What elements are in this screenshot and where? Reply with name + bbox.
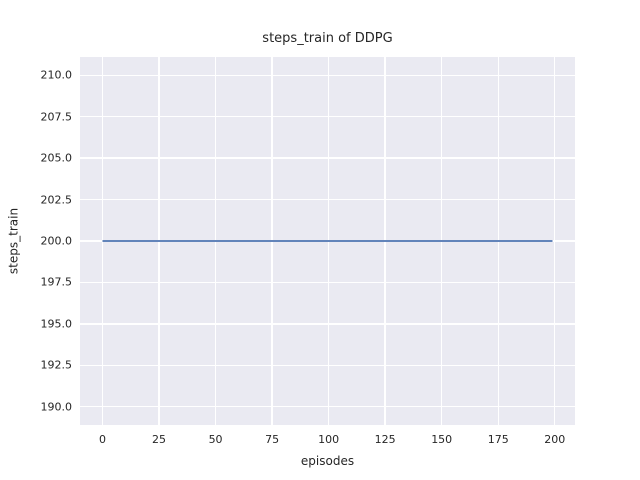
gridline-horizontal <box>80 281 575 284</box>
gridline-horizontal <box>80 74 575 76</box>
x-tick-label: 125 <box>374 433 396 446</box>
y-tick-label: 200.0 <box>40 234 73 248</box>
y-tick-label: 207.5 <box>40 110 73 124</box>
x-tick-label: 175 <box>487 433 509 446</box>
y-tick-label: 192.5 <box>40 358 73 372</box>
gridline-horizontal <box>80 364 575 366</box>
y-tick-label: 210.0 <box>40 68 73 82</box>
y-tick-label: 205.0 <box>40 151 73 165</box>
chart-title: steps_train of DDPG <box>262 31 393 46</box>
x-tick-label: 100 <box>318 433 340 446</box>
y-tick-label: 197.5 <box>40 275 73 289</box>
y-tick-label: 202.5 <box>40 193 73 207</box>
gridline-horizontal <box>80 406 575 408</box>
gridline-horizontal <box>80 323 575 325</box>
x-tick-label: 0 <box>99 433 106 446</box>
gridline-horizontal <box>80 115 575 118</box>
y-tick-label: 195.0 <box>40 317 73 331</box>
x-tick-label: 200 <box>544 433 566 446</box>
gridline-horizontal <box>80 157 575 159</box>
x-tick-label: 75 <box>265 433 280 446</box>
x-tick-label: 150 <box>431 433 453 446</box>
y-tick-label: 190.0 <box>40 400 73 414</box>
gridline-horizontal <box>80 198 575 201</box>
plot-area <box>80 57 575 425</box>
x-tick-label: 25 <box>152 433 167 446</box>
x-axis-label: episodes <box>300 454 355 468</box>
x-tick-labels: 0 25 50 75 100 125 150 175 200 <box>80 433 575 448</box>
x-tick-label: 50 <box>208 433 223 446</box>
y-tick-labels: 190.0 192.5 195.0 197.5 200.0 202.5 205.0 207.5… <box>0 57 73 425</box>
line-series-layer <box>102 240 553 242</box>
